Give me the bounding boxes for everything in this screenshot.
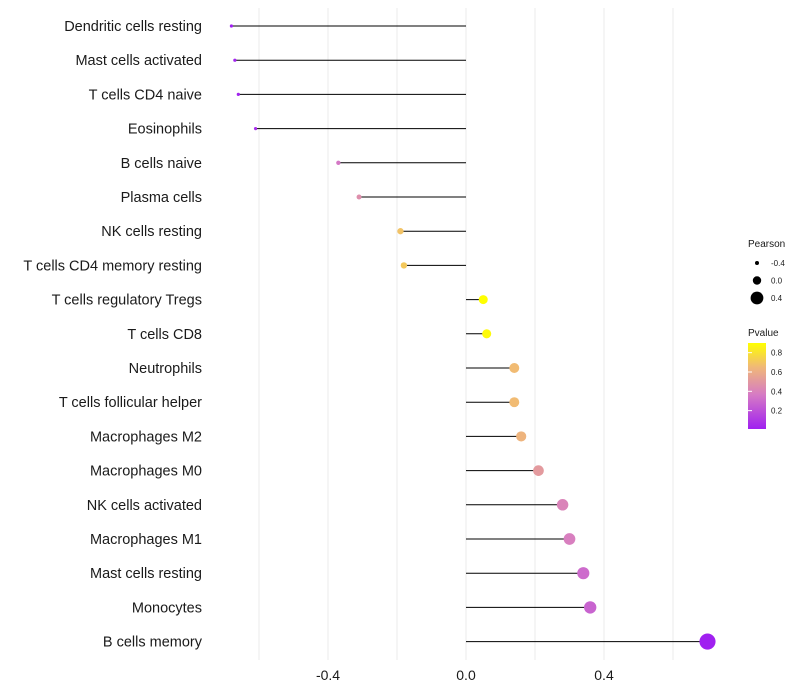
point-layer [229,24,716,650]
lollipop-point [556,499,569,511]
size-legend-label: -0.4 [771,259,785,268]
stem-layer [231,25,708,643]
pvalue-colorbar [748,343,766,429]
lollipop-point [533,465,544,476]
lollipop-point [356,194,362,200]
category-label: Mast cells activated [75,53,202,69]
x-tick-label: -0.4 [316,667,340,683]
color-legend-label: 0.8 [771,349,783,358]
category-label: T cells follicular helper [59,395,202,411]
color-legend-label: 0.2 [771,407,783,416]
category-label: Mast cells resting [90,566,202,582]
x-axis-ticks: -0.4 0.0 0.4 [316,667,614,683]
size-legend-key [755,261,759,265]
lollipop-point [400,262,408,269]
category-label: Eosinophils [128,122,202,138]
lollipop-point [509,363,520,373]
lollipop-point [516,431,527,442]
size-legend-key [750,291,764,305]
color-legend-title: Pvalue [748,328,779,339]
size-legend-title: Pearson [748,239,785,250]
lollipop-point [482,329,492,339]
lollipop-point [397,228,404,235]
legend: Pearson Pvalue -0.4 0.0 0.4 0.2 0.4 0.6 0.8 [748,239,785,429]
lollipop-point [563,533,576,545]
category-label: Macrophages M1 [90,532,202,548]
lollipop-point [584,601,597,614]
category-label: NK cells activated [87,498,202,514]
lollipop-point [699,633,716,650]
lollipop-point [336,160,341,165]
lollipop-point [577,567,590,580]
category-label: NK cells resting [101,224,202,240]
category-label: B cells naive [121,156,202,172]
color-legend-label: 0.4 [771,387,783,396]
size-legend-label: 0.4 [771,294,783,303]
category-label: Dendritic cells resting [64,19,202,35]
size-legend-label: 0.0 [771,277,783,286]
lollipop-point [253,127,258,131]
color-legend-label: 0.6 [771,368,783,377]
category-label: Plasma cells [121,190,202,206]
category-label: T cells CD4 memory resting [23,258,202,274]
lollipop-point [509,397,520,408]
lollipop-point [233,58,237,62]
category-label: Macrophages M2 [90,429,202,445]
lollipop-point [478,295,488,305]
category-labels: Dendritic cells resting Mast cells activa… [23,19,202,651]
size-legend-key [752,276,762,285]
category-label: T cells CD8 [127,327,202,343]
grid-layer [258,8,674,660]
category-label: T cells regulatory Tregs [52,293,202,309]
category-label: Macrophages M0 [90,464,202,480]
lollipop-point [229,24,233,28]
x-tick-label: 0.0 [456,667,476,683]
lollipop-point [236,92,240,96]
category-label: B cells memory [103,635,203,651]
category-label: Neutrophils [129,361,202,377]
category-label: T cells CD4 naive [89,87,202,103]
category-label: Monocytes [132,600,202,616]
x-tick-label: 0.4 [594,667,614,683]
